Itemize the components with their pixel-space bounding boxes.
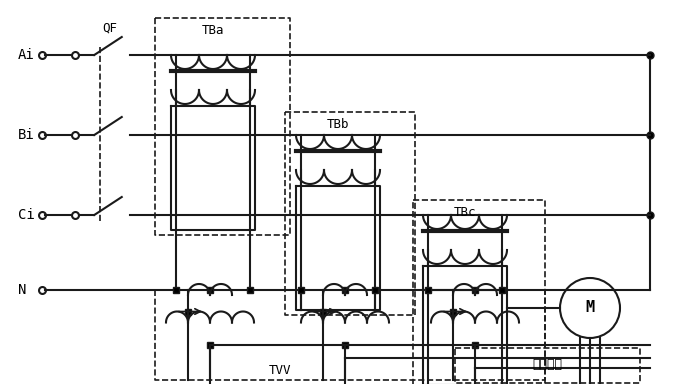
Text: Ci: Ci xyxy=(18,208,35,222)
Text: TBa: TBa xyxy=(201,24,224,37)
Text: TVV: TVV xyxy=(268,364,291,376)
Text: Ai: Ai xyxy=(18,48,35,62)
Text: TBb: TBb xyxy=(326,118,349,131)
Text: TBc: TBc xyxy=(454,206,476,219)
Text: Bi: Bi xyxy=(18,128,35,142)
Text: M: M xyxy=(585,301,595,316)
Text: 控制系统: 控制系统 xyxy=(532,359,562,371)
Text: N: N xyxy=(18,283,27,297)
Text: QF: QF xyxy=(102,22,117,35)
